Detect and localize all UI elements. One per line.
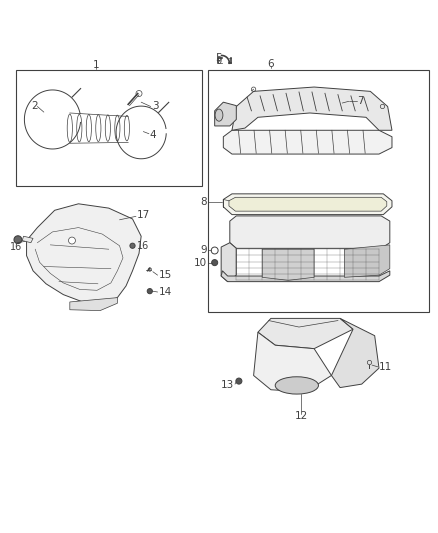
Polygon shape (230, 216, 390, 248)
Text: 1: 1 (92, 60, 99, 69)
Text: 14: 14 (159, 287, 172, 297)
Polygon shape (254, 332, 332, 392)
Polygon shape (332, 318, 379, 387)
Polygon shape (229, 197, 387, 211)
Circle shape (147, 288, 152, 294)
Circle shape (236, 378, 242, 384)
Text: 3: 3 (152, 101, 159, 111)
Polygon shape (221, 271, 390, 281)
Text: 17: 17 (137, 211, 150, 221)
Polygon shape (215, 102, 236, 126)
Polygon shape (262, 249, 314, 280)
Polygon shape (70, 297, 117, 311)
Text: 10: 10 (194, 257, 207, 268)
Text: 8: 8 (201, 197, 207, 207)
Circle shape (68, 237, 75, 244)
Text: 13: 13 (221, 381, 234, 390)
Text: 9: 9 (201, 246, 207, 255)
Ellipse shape (275, 377, 318, 394)
Bar (208, 70, 429, 312)
Text: 5: 5 (215, 53, 223, 63)
Text: 15: 15 (159, 270, 172, 280)
Polygon shape (223, 130, 392, 154)
Polygon shape (232, 87, 392, 130)
Text: 2: 2 (31, 101, 38, 111)
Polygon shape (258, 318, 353, 349)
Text: 4: 4 (150, 130, 156, 140)
Text: 7: 7 (357, 96, 364, 106)
Text: 12: 12 (294, 411, 308, 421)
Polygon shape (221, 243, 236, 281)
Circle shape (148, 268, 152, 271)
Ellipse shape (215, 109, 223, 121)
Bar (16, 70, 202, 187)
Polygon shape (223, 194, 392, 215)
Text: 16: 16 (137, 241, 149, 251)
Polygon shape (22, 236, 33, 243)
Text: 16: 16 (10, 242, 22, 252)
Polygon shape (27, 204, 141, 303)
Text: 11: 11 (379, 362, 392, 372)
Circle shape (14, 236, 22, 244)
Circle shape (212, 260, 218, 265)
Polygon shape (344, 245, 390, 277)
Text: 6: 6 (268, 59, 274, 69)
Circle shape (130, 243, 135, 248)
